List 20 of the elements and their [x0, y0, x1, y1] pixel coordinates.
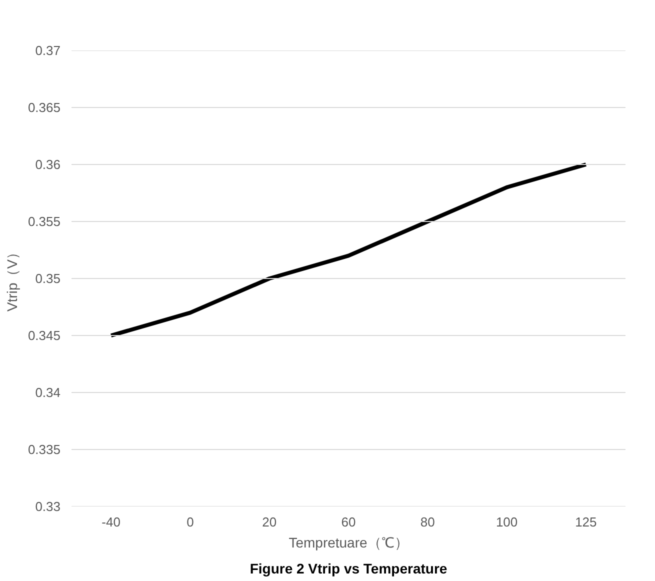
y-tick-label: 0.35	[35, 271, 61, 286]
y-tick-label: 0.34	[35, 385, 61, 400]
caption: Figure 2 Vtrip vs Temperature	[250, 560, 448, 576]
x-tick-label: 20	[262, 514, 277, 530]
x-tick-label: -40	[102, 514, 120, 530]
y-tick-label: 0.335	[28, 442, 61, 457]
x-tick-label: 0	[186, 514, 194, 530]
y-tick-label: 0.36	[35, 157, 61, 172]
y-tick-label: 0.33	[35, 499, 61, 514]
x-tick-label: 60	[341, 514, 356, 530]
y-tick-label: 0.365	[28, 100, 61, 115]
x-axis-title: Tempretuare（℃）	[288, 534, 408, 550]
y-axis-title: Vtrip（V）	[4, 245, 20, 312]
y-tick-label: 0.37	[35, 43, 61, 58]
y-tick-label: 0.355	[28, 214, 61, 229]
x-tick-label: 80	[420, 514, 435, 530]
line-series	[109, 162, 588, 338]
x-tick-label: 100	[496, 514, 518, 530]
y-tick-label: 0.345	[28, 328, 61, 343]
x-tick-label: 125	[575, 514, 597, 530]
